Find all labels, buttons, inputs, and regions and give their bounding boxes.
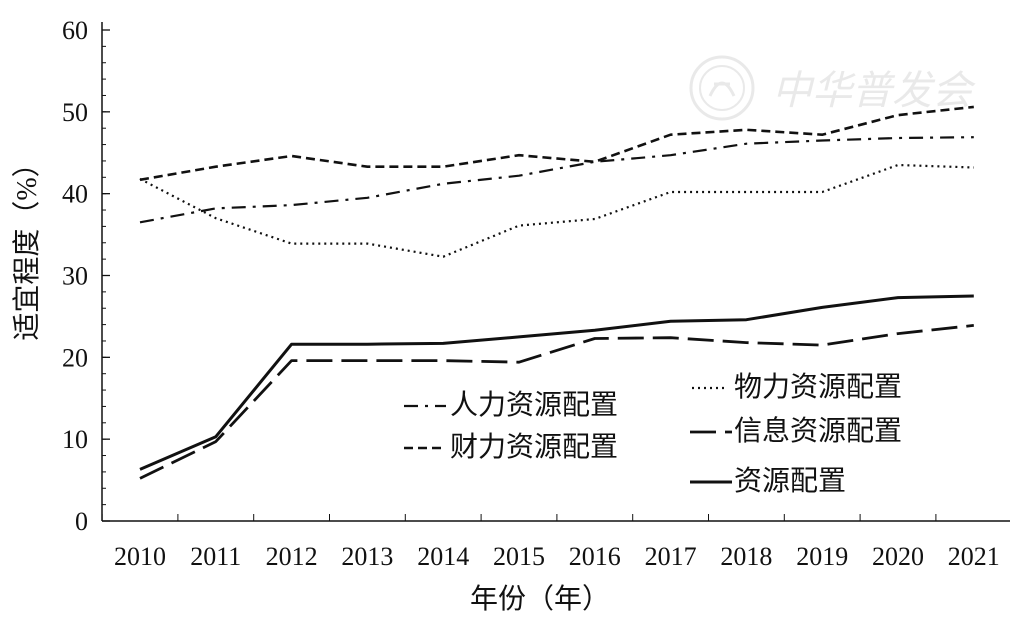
x-tick-label: 2016 <box>569 542 621 571</box>
x-tick-label: 2017 <box>645 542 697 571</box>
x-tick-label: 2019 <box>796 542 848 571</box>
y-tick-label: 10 <box>62 425 88 454</box>
y-tick-label: 0 <box>75 507 88 536</box>
legend-label-5: 资源配置 <box>734 465 846 497</box>
series-line-1 <box>140 137 974 222</box>
x-tick-label: 2021 <box>948 542 1000 571</box>
x-tick-label: 2015 <box>493 542 545 571</box>
y-tick-label: 20 <box>62 343 88 372</box>
series-line-2 <box>140 165 974 257</box>
x-tick-label: 2012 <box>266 542 318 571</box>
legend-label-4: 信息资源配置 <box>734 415 902 447</box>
legend-label-1: 人力资源配置 <box>450 389 618 421</box>
x-tick-label: 2011 <box>190 542 241 571</box>
y-tick-label: 30 <box>62 262 88 291</box>
legend-label-3: 财力资源配置 <box>450 431 618 463</box>
x-tick-label: 2013 <box>341 542 393 571</box>
legend-label-2: 物力资源配置 <box>734 371 902 403</box>
x-axis-title: 年份（年） <box>470 583 610 615</box>
series-line-3 <box>140 107 974 180</box>
watermark-text: 中华普发会 <box>772 68 976 113</box>
y-tick-label: 40 <box>62 180 88 209</box>
y-tick-label: 60 <box>62 16 88 45</box>
x-tick-label: 2020 <box>872 542 924 571</box>
y-axis-title: 适宜程度（%） <box>11 149 43 340</box>
watermark-logo: 中华普发会 <box>691 57 976 119</box>
y-tick-label: 50 <box>62 98 88 127</box>
x-tick-label: 2018 <box>720 542 772 571</box>
x-tick-label: 2010 <box>114 542 166 571</box>
x-tick-label: 2014 <box>417 542 469 571</box>
